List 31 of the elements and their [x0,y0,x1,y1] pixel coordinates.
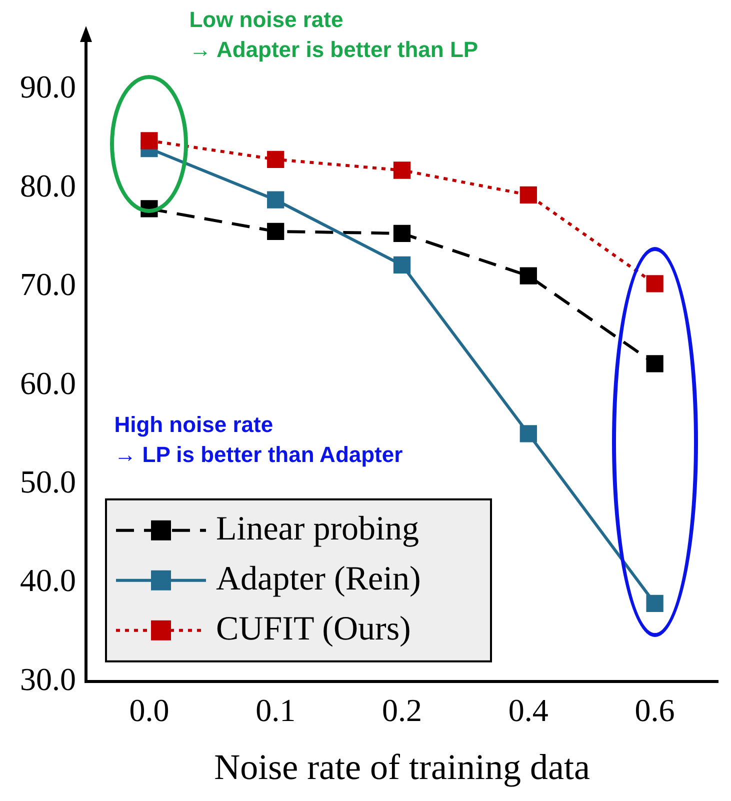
point [267,222,284,240]
point [646,594,664,612]
x-tick-label: 0.6 [634,692,675,728]
y-tick-label: 60.0 [20,364,76,401]
point [646,355,664,372]
point [267,191,284,208]
y-tick-label: 50.0 [20,463,76,500]
legend-label: CUFIT (Ours) [216,610,411,648]
point [393,256,411,274]
point [520,186,537,204]
annotation: Low noise rate → Adapter is better than LP [189,6,478,64]
y-tick-label: 30.0 [20,660,76,697]
x-axis-title: Noise rate of training data [214,746,590,787]
legend-label: Adapter (Rein) [216,560,421,598]
x-tick-label: 0.0 [129,692,170,728]
legend-label: Linear probing [216,510,419,548]
point [140,132,158,150]
point [646,275,664,292]
x-tick-label: 0.1 [256,692,296,728]
y-tick-label: 70.0 [20,266,76,302]
point [393,224,411,242]
y-tick-label: 40.0 [20,562,76,598]
y-tick-label: 90.0 [20,68,76,105]
point [393,162,411,179]
annotation: High noise rate → LP is better than Adapter [114,410,403,469]
x-tick-label: 0.2 [382,692,422,728]
point [520,425,537,442]
point [520,267,537,284]
x-tick-label: 0.4 [508,692,548,728]
y-tick-label: 80.0 [20,167,76,204]
point [267,150,284,168]
